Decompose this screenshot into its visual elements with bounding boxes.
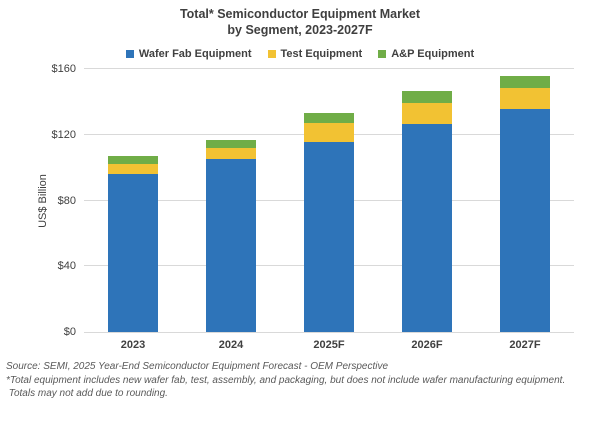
bar-segment: [304, 123, 354, 143]
legend-label: A&P Equipment: [391, 48, 475, 60]
bar-segment: [108, 156, 158, 164]
gridline-0: [84, 332, 574, 333]
bar-segment: [206, 159, 256, 332]
bar-segment: [304, 113, 354, 124]
legend-swatch-icon: [378, 50, 387, 58]
y-tick-label: $40: [57, 260, 76, 273]
x-tick-label: 2023: [120, 339, 146, 351]
bar-segment: [108, 163, 158, 175]
y-tick-label: $160: [51, 63, 76, 75]
legend-label: Test Equipment: [280, 48, 363, 60]
footnote-source: Source: SEMI, 2025 Year-End Semiconducto…: [6, 361, 389, 372]
x-tick-label: 2026F: [411, 339, 443, 351]
legend-item: A&P Equipment: [378, 48, 474, 60]
bar-segment: [500, 76, 550, 88]
footnote-rounding: Totals may not add due to rounding.: [6, 388, 168, 399]
chart-title: Total* Semiconductor Equipment Market by…: [0, 6, 600, 38]
plot-area: 2023 2024 2025F 2026F 2027F: [84, 68, 574, 351]
bar-segment: [500, 109, 550, 332]
bar-segment: [206, 139, 256, 148]
y-tick-label: $0: [63, 326, 76, 338]
bar-segment: [402, 124, 452, 332]
legend-item: Test Equipment: [267, 48, 363, 60]
legend: Wafer Fab Equipment Test Equipment A&P Equ…: [0, 48, 600, 60]
chart-title-line1: Total* Semiconductor Equipment Market: [179, 7, 421, 21]
x-tick-label: 2024: [218, 339, 244, 351]
legend-swatch-icon: [125, 50, 134, 58]
legend-item: Wafer Fab Equipment: [125, 48, 252, 60]
source-footnotes: Source: SEMI, 2025 Year-End Semiconducto…: [6, 360, 598, 401]
legend-swatch-icon: [267, 50, 276, 58]
bar-segment: [402, 91, 452, 103]
gridline-160: [84, 68, 574, 69]
chart-title-line2: by Segment, 2023-2027F: [227, 23, 373, 37]
bar-segment: [108, 174, 158, 332]
x-tick-label: 2025F: [313, 339, 345, 351]
x-tick-label: 2027F: [509, 339, 541, 351]
bar-segment: [500, 87, 550, 110]
y-tick-label: $120: [51, 128, 76, 141]
bar-segment: [402, 102, 452, 125]
y-tick-label: $80: [57, 194, 76, 207]
bar-segment: [206, 147, 256, 160]
footnote-scope: *Total equipment includes new wafer fab,…: [6, 374, 566, 386]
legend-label: Wafer Fab Equipment: [138, 48, 252, 60]
bar-segment: [304, 142, 354, 332]
